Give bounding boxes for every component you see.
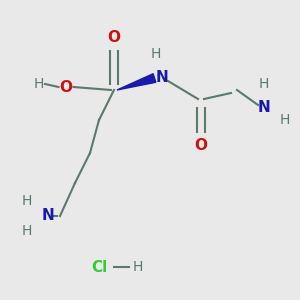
Polygon shape: [117, 74, 156, 90]
Text: H: H: [22, 194, 32, 208]
Text: O: O: [59, 80, 73, 94]
Text: H: H: [280, 113, 290, 127]
Text: N: N: [42, 208, 54, 224]
Text: H: H: [151, 47, 161, 61]
Text: O: O: [107, 30, 121, 45]
Text: N: N: [258, 100, 270, 116]
Text: H: H: [133, 260, 143, 274]
Text: O: O: [194, 138, 208, 153]
Text: H: H: [22, 224, 32, 238]
Text: H: H: [259, 77, 269, 91]
Text: N: N: [156, 70, 168, 86]
Text: Cl: Cl: [91, 260, 107, 274]
Text: H: H: [34, 77, 44, 91]
